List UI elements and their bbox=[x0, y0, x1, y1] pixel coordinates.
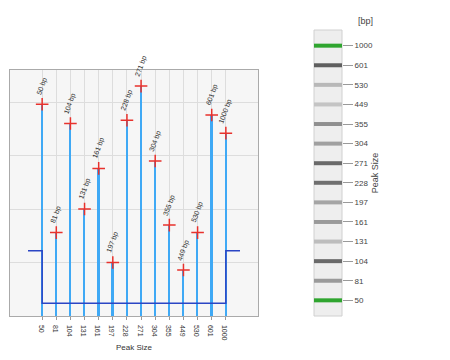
svg-text:131: 131 bbox=[80, 325, 87, 337]
svg-text:449 bp: 449 bp bbox=[176, 239, 191, 262]
svg-text:449: 449 bbox=[179, 325, 186, 337]
svg-text:530: 530 bbox=[355, 81, 369, 90]
svg-text:355 bp: 355 bp bbox=[162, 194, 177, 217]
svg-text:161: 161 bbox=[94, 325, 101, 337]
svg-text:228: 228 bbox=[355, 179, 369, 188]
svg-text:228: 228 bbox=[122, 325, 129, 337]
svg-text:50 bp: 50 bp bbox=[35, 77, 49, 96]
svg-text:81: 81 bbox=[355, 277, 364, 286]
svg-text:197: 197 bbox=[355, 198, 369, 207]
svg-text:50: 50 bbox=[38, 325, 45, 333]
svg-text:104 bp: 104 bp bbox=[63, 92, 78, 115]
svg-text:161 bp: 161 bp bbox=[91, 137, 106, 160]
svg-text:355: 355 bbox=[165, 325, 172, 337]
svg-text:228 bp: 228 bp bbox=[119, 89, 134, 112]
svg-text:601 bp: 601 bp bbox=[205, 83, 220, 106]
svg-text:197 bp: 197 bp bbox=[105, 231, 120, 254]
svg-text:50: 50 bbox=[355, 296, 364, 305]
svg-text:Peak Size: Peak Size bbox=[370, 153, 380, 194]
svg-text:1000 bp: 1000 bp bbox=[217, 98, 233, 125]
svg-text:449: 449 bbox=[355, 100, 369, 109]
svg-text:131: 131 bbox=[355, 237, 369, 246]
svg-text:304: 304 bbox=[355, 139, 369, 148]
svg-text:81 bp: 81 bp bbox=[49, 205, 63, 224]
svg-text:271 bp: 271 bp bbox=[134, 55, 149, 78]
svg-text:197: 197 bbox=[108, 325, 115, 337]
svg-text:530: 530 bbox=[193, 325, 200, 337]
svg-text:104: 104 bbox=[355, 257, 369, 266]
svg-text:271: 271 bbox=[137, 325, 144, 337]
svg-text:81: 81 bbox=[52, 325, 59, 333]
svg-text:1000: 1000 bbox=[221, 325, 228, 341]
svg-text:355: 355 bbox=[355, 120, 369, 129]
svg-text:1000: 1000 bbox=[355, 41, 373, 50]
svg-text:[bp]: [bp] bbox=[358, 16, 373, 26]
svg-text:271: 271 bbox=[355, 159, 369, 168]
svg-text:104: 104 bbox=[66, 325, 73, 337]
svg-text:131 bp: 131 bp bbox=[77, 177, 92, 200]
svg-text:530 bp: 530 bp bbox=[190, 201, 205, 224]
svg-text:601: 601 bbox=[207, 325, 214, 337]
svg-text:304: 304 bbox=[151, 325, 158, 337]
svg-text:304 bp: 304 bp bbox=[148, 130, 163, 153]
svg-text:601: 601 bbox=[355, 61, 369, 70]
svg-text:161: 161 bbox=[355, 218, 369, 227]
svg-text:Peak Size: Peak Size bbox=[116, 343, 153, 352]
